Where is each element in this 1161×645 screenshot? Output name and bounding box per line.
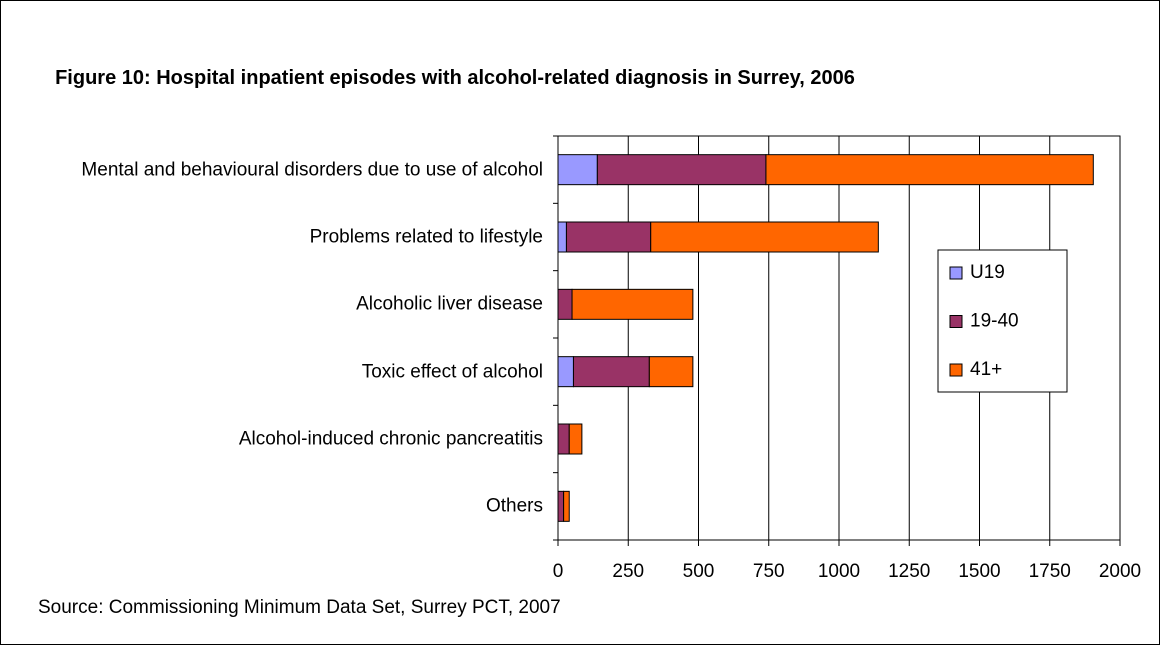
y-tick-label: Toxic effect of alcohol xyxy=(361,361,543,383)
y-tick-label: Alcohol-induced chronic pancreatitis xyxy=(238,428,543,450)
legend-swatch xyxy=(949,363,963,377)
bar-segment xyxy=(557,154,598,186)
legend-swatch xyxy=(949,266,963,280)
chart-title: Figure 10: Hospital inpatient episodes w… xyxy=(55,67,855,89)
bar-segment xyxy=(596,154,767,186)
bar-segment xyxy=(648,356,694,388)
x-tick-label: 750 xyxy=(753,561,785,582)
bar-segment xyxy=(557,221,567,253)
bar-segment xyxy=(557,356,574,388)
y-tick-label: Alcoholic liver disease xyxy=(356,293,543,315)
legend-label: 19-40 xyxy=(970,311,1019,332)
bar-segment xyxy=(765,154,1094,186)
x-tick-label: 500 xyxy=(683,561,715,582)
legend-swatch xyxy=(949,315,963,328)
bar-segment xyxy=(650,221,879,253)
source-note: Source: Commissioning Minimum Data Set, … xyxy=(38,597,561,618)
x-tick-label: 1250 xyxy=(888,561,930,582)
bar-segment xyxy=(572,356,650,388)
bar-segment xyxy=(571,288,694,320)
bar-segment xyxy=(557,423,570,455)
bar-segment xyxy=(568,423,583,455)
y-tick-label: Problems related to lifestyle xyxy=(309,226,543,248)
bar-segment xyxy=(565,221,652,253)
x-tick-label: 1500 xyxy=(958,561,1000,582)
x-tick-label: 1000 xyxy=(818,561,860,582)
x-tick-label: 2000 xyxy=(1099,561,1141,582)
x-tick-label: 250 xyxy=(612,561,644,582)
y-tick-label: Others xyxy=(485,495,543,517)
x-tick-label: 0 xyxy=(553,561,564,582)
bar-segment xyxy=(563,490,570,522)
bar-segment xyxy=(557,288,573,320)
y-tick-label: Mental and behavioural disorders due to … xyxy=(81,159,543,181)
bar-segment xyxy=(557,490,565,522)
legend-label: U19 xyxy=(970,262,1005,283)
legend-label: 41+ xyxy=(970,359,1002,380)
x-tick-label: 1750 xyxy=(1029,561,1071,582)
